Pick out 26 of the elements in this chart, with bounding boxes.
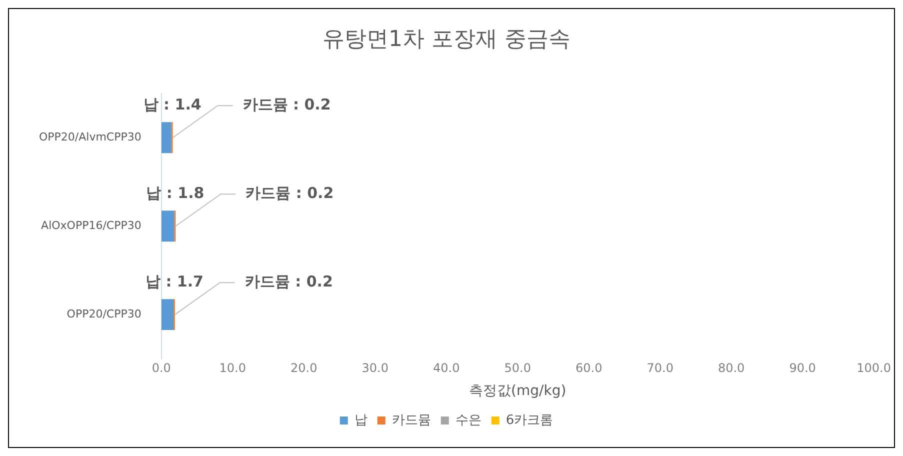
x-tick-label: 20.0 <box>290 361 318 376</box>
legend-label: 납 <box>354 412 368 428</box>
x-tick-label: 30.0 <box>362 361 388 376</box>
legend-label: 수은 <box>455 412 482 428</box>
x-tick-label: 80.0 <box>718 361 745 376</box>
data-label: 납 : 1.7 <box>145 272 204 290</box>
legend-label: 6카크롬 <box>506 412 554 428</box>
data-label: 카드뮴 : 0.2 <box>242 96 331 114</box>
x-tick-label: 10.0 <box>219 361 246 376</box>
x-tick-label: 50.0 <box>504 361 531 376</box>
chart-title: 유탕면1차 포장재 중금속 <box>322 26 570 52</box>
data-label: 납 : 1.4 <box>143 96 202 114</box>
x-tick-label: 90.0 <box>789 361 816 376</box>
data-label: 납 : 1.8 <box>146 184 204 202</box>
x-tick-label: 60.0 <box>575 361 602 376</box>
data-label: 카드뮴 : 0.2 <box>244 272 333 290</box>
x-tick-label: 40.0 <box>432 361 460 376</box>
x-tick-label: 100.0 <box>856 361 892 376</box>
x-tick-label: 70.0 <box>646 361 674 376</box>
y-tick-label: OPP20/CPP30 <box>66 307 142 320</box>
data-label: 카드뮴 : 0.2 <box>246 184 334 202</box>
legend-label: 카드뮴 <box>392 412 431 428</box>
y-tick-label: AlOxOPP16/CPP30 <box>41 218 142 232</box>
x-axis-title: 측정값(mg/kg) <box>469 383 566 400</box>
y-tick-label: OPP20/AlvmCPP30 <box>38 130 142 144</box>
x-tick-label: 0.0 <box>152 361 171 376</box>
